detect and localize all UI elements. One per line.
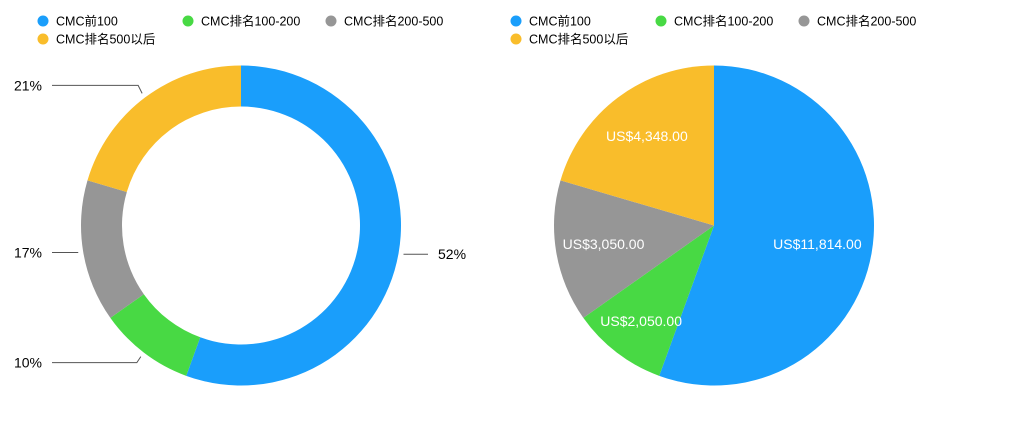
legend-swatch-cmc-100-200-1 <box>655 15 667 27</box>
pie-slice-cmc-200-500-2 <box>554 180 714 318</box>
legend-label-cmc-500-3: CMC排名500以后 <box>529 32 628 47</box>
leader-line-cmc-500-3 <box>52 84 143 94</box>
pie-chart: CMC前100 CMC排名100-200 CMC排名200-500 CMC排名500以… <box>510 14 916 386</box>
legend-label-cmc-500-3: CMC排名500以后 <box>56 32 155 47</box>
legend-swatch-cmc-200-500-2 <box>798 15 810 27</box>
legend-label-cmc-100-200-1: CMC排名100-200 <box>201 14 300 29</box>
legend-swatch-cmc-100-200-1 <box>182 15 194 27</box>
donut-slice-cmc-100-200-1 <box>110 294 201 376</box>
data-label-cmc-100-0: 52% <box>438 246 466 262</box>
legend-swatch-cmc-100-0 <box>510 15 522 27</box>
legend-swatch-cmc-200-500-2 <box>325 15 337 27</box>
value-label-cmc-100-200-1: US$2,050.00 <box>600 313 682 329</box>
legend-label-cmc-200-500-2: CMC排名200-500 <box>817 14 916 29</box>
legend-swatch-cmc-100-0 <box>37 15 49 27</box>
legend-label-cmc-100-0: CMC前100 <box>529 14 591 29</box>
value-label-cmc-200-500-2: US$3,050.00 <box>563 236 645 252</box>
value-label-cmc-500-3: US$4,348.00 <box>606 128 688 144</box>
pie-slice-cmc-500-3 <box>560 65 714 226</box>
data-label-cmc-200-500-2: 17% <box>14 245 42 261</box>
data-label-cmc-500-3: 21% <box>14 77 42 93</box>
legend-label-cmc-100-0: CMC前100 <box>56 14 118 29</box>
leader-line-cmc-100-200-1 <box>52 356 142 364</box>
pie-slice-cmc-100-200-1 <box>583 225 714 376</box>
donut-slice-cmc-100-0 <box>186 65 401 386</box>
legend-label-cmc-200-500-2: CMC排名200-500 <box>344 14 443 29</box>
legend-swatch-cmc-500-3 <box>37 33 49 45</box>
pie-slice-cmc-100-0 <box>659 65 875 386</box>
donut-slice-cmc-500-3 <box>87 65 241 192</box>
data-label-cmc-100-200-1: 10% <box>14 355 42 371</box>
legend-swatch-cmc-500-3 <box>510 33 522 45</box>
value-label-cmc-100-0: US$11,814.00 <box>773 236 862 252</box>
legend-label-cmc-100-200-1: CMC排名100-200 <box>674 14 773 29</box>
donut-chart: CMC前100 CMC排名100-200 CMC排名200-500 CMC排名500以… <box>14 14 466 386</box>
donut-slice-cmc-200-500-2 <box>80 180 144 318</box>
